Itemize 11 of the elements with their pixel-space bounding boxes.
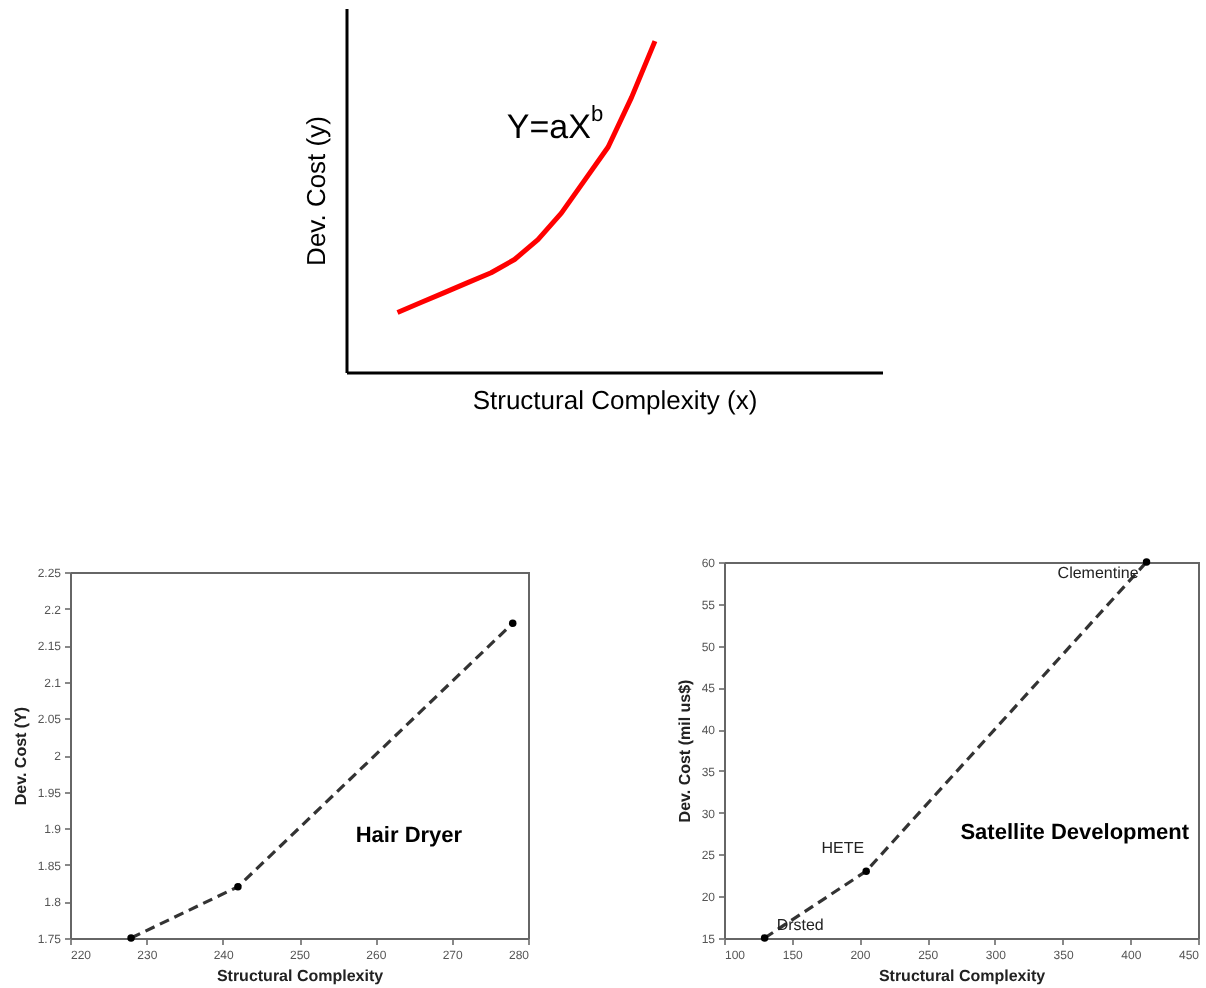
- y-axis-title: Dev. Cost (Y): [11, 706, 30, 806]
- x-axis-title: Structural Complexity: [878, 967, 1047, 985]
- annotation: Satellite Development: [960, 820, 1190, 845]
- annotation: Hair Dryer: [355, 823, 464, 848]
- y-axis-title: Dev. Cost (mil us$): [675, 678, 694, 823]
- annotation: Clementine: [1057, 564, 1140, 582]
- y-axis-title: Dev. Cost (y): [301, 116, 331, 266]
- x-axis-title: Structural Complexity: [216, 967, 385, 985]
- annotation: HETE: [821, 839, 865, 858]
- annotation: Drsted: [776, 916, 824, 934]
- x-axis-title: Structural Complexity (x): [472, 385, 758, 415]
